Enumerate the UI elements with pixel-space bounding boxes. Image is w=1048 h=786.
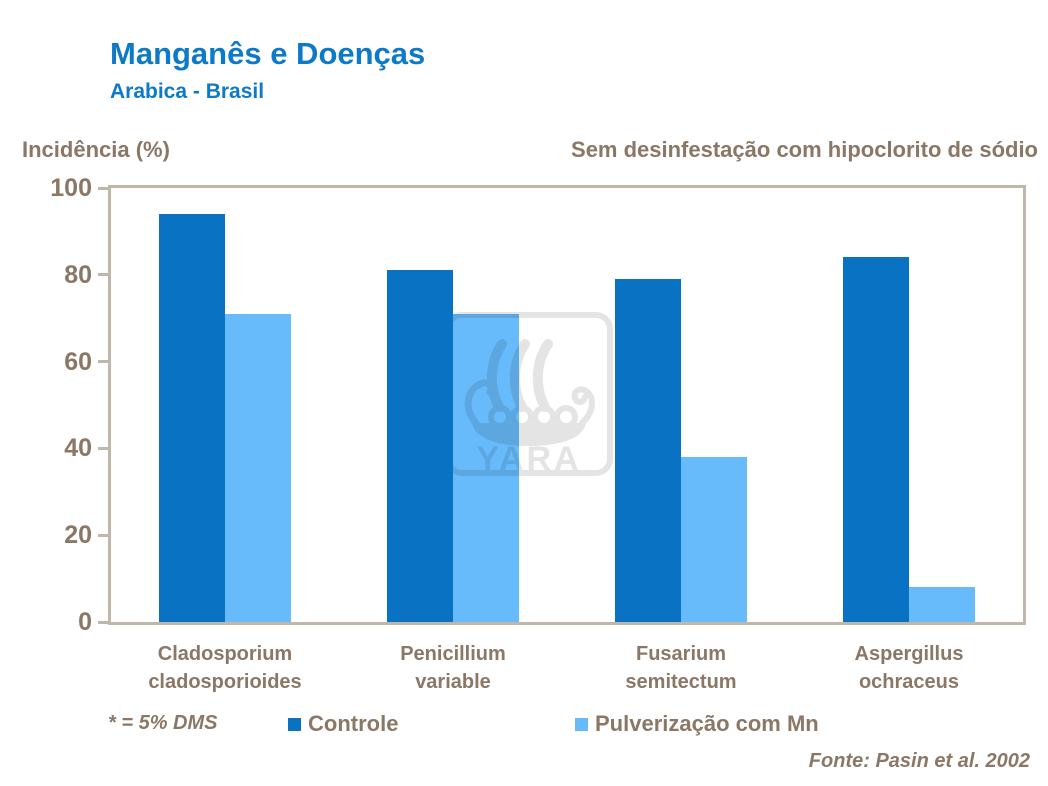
legend-label-controle: Controle — [308, 711, 399, 736]
source-credit: Fonte: Pasin et al. 2002 — [808, 750, 1030, 772]
dms-note: * = 5% DMS — [108, 712, 218, 734]
category-label-0: Cladosporium cladosporioides — [148, 643, 302, 693]
bar-controle-3 — [842, 257, 909, 622]
bar-controle-0 — [158, 214, 225, 622]
ytick-label-20: 20 — [64, 521, 92, 550]
ytick-mark-80 — [98, 273, 108, 277]
bar-controle-2 — [614, 279, 681, 622]
ytick-label-0: 0 — [78, 608, 92, 636]
category-label-1: Penicillium variable — [400, 643, 506, 693]
pulverizacao-swatch-icon — [575, 717, 588, 731]
ytick-mark-100 — [98, 186, 108, 190]
condition-note: Sem desinfestação com hipoclorito de sód… — [571, 137, 1038, 162]
x-axis-category-labels: Cladosporium cladosporioides Penicillium va… — [111, 640, 1023, 700]
y-axis: 0 20 40 60 80 100 — [0, 174, 112, 636]
bar-mn-0 — [225, 313, 292, 622]
ytick-label-100: 100 — [50, 174, 92, 202]
ytick-mark-20 — [98, 533, 108, 537]
bar-controle-1 — [386, 270, 453, 622]
category-label-3: Aspergillus ochraceus — [854, 643, 964, 693]
legend-row: * = 5% DMS Controle Pulverização com Mn — [0, 710, 1048, 740]
ytick-mark-60 — [98, 360, 108, 364]
y-axis-title: Incidência (%) — [22, 137, 170, 162]
ytick-label-40: 40 — [64, 434, 92, 463]
ytick-mark-40 — [98, 446, 108, 450]
legend-item-controle: Controle — [288, 710, 398, 738]
bar-mn-1 — [453, 313, 520, 622]
chart-title: Manganês e Doenças — [110, 36, 426, 71]
legend-item-pulverizacao: Pulverização com Mn — [575, 710, 819, 738]
bar-mn-2 — [681, 457, 748, 622]
legend-label-pulverizacao: Pulverização com Mn — [595, 711, 819, 736]
chart-subtitle: Arabica - Brasil — [110, 80, 265, 103]
plot-area: YARA — [108, 185, 1026, 625]
ytick-label-60: 60 — [64, 347, 92, 376]
ytick-mark-0 — [98, 620, 108, 624]
controle-swatch-icon — [288, 717, 301, 731]
bar-mn-3 — [909, 587, 976, 622]
category-label-2: Fusarium semitectum — [625, 643, 737, 693]
ytick-label-80: 80 — [64, 260, 92, 289]
